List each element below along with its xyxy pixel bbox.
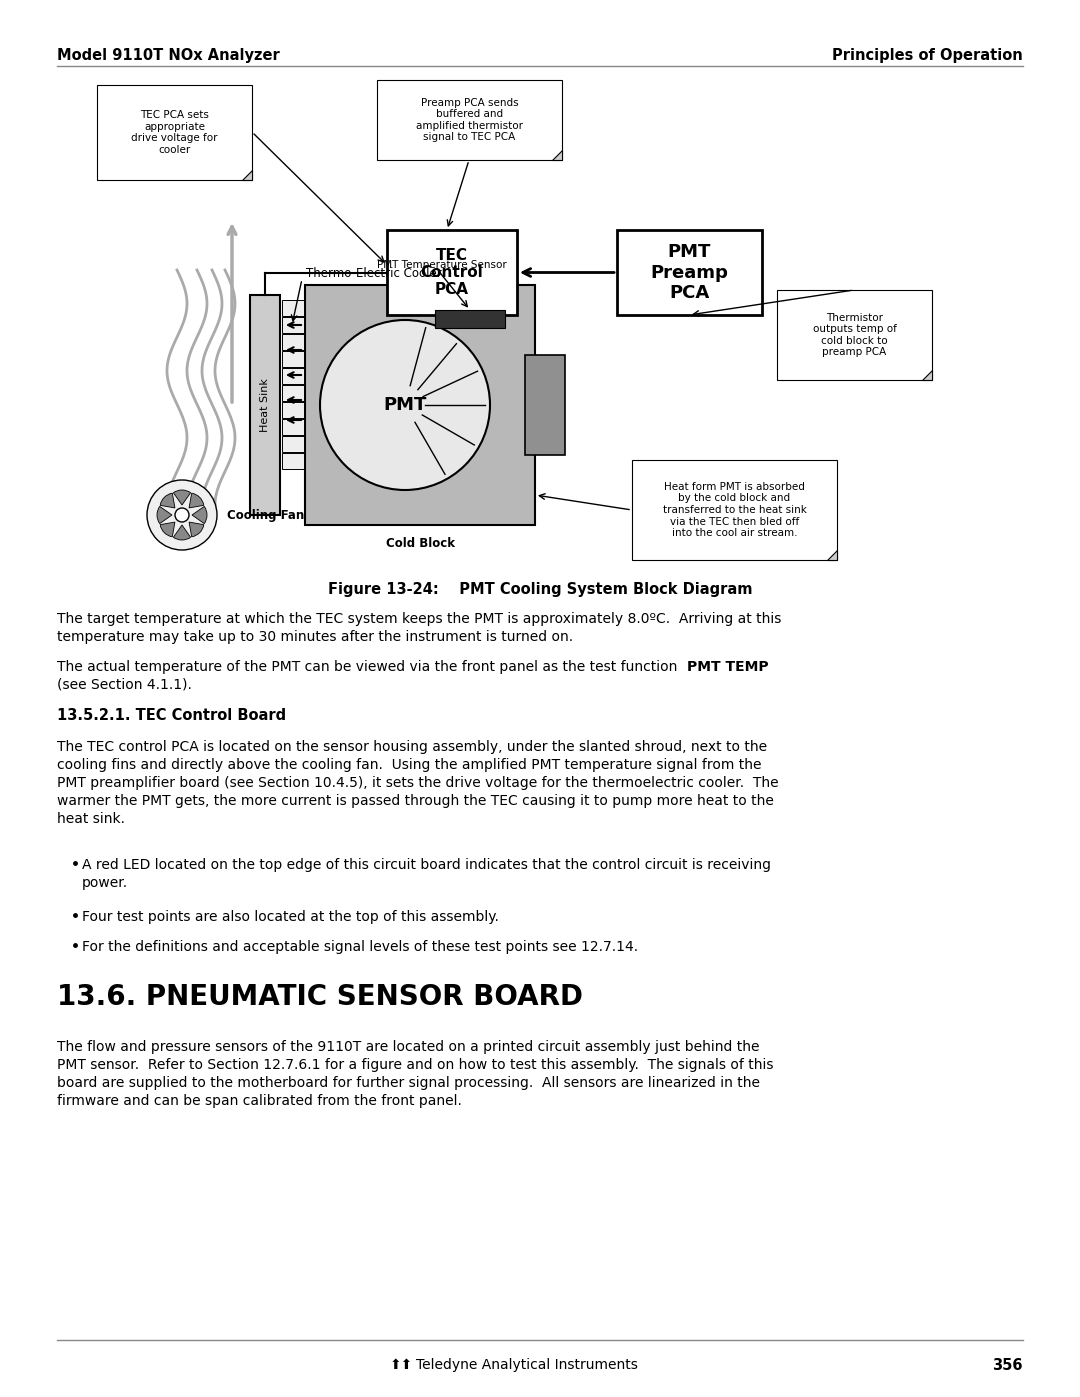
- Text: PMT
Preamp
PCA: PMT Preamp PCA: [650, 243, 728, 302]
- Text: Principles of Operation: Principles of Operation: [833, 47, 1023, 63]
- Bar: [282, 367, 303, 384]
- Text: The flow and pressure sensors of the 9110T are located on a printed circuit asse: The flow and pressure sensors of the 911…: [57, 1039, 759, 1053]
- Text: The actual temperature of the PMT can be viewed via the front panel as the test : The actual temperature of the PMT can be…: [57, 659, 681, 673]
- Text: TEC
Control
PCA: TEC Control PCA: [420, 247, 484, 298]
- Text: The TEC control PCA is located on the sensor housing assembly, under the slanted: The TEC control PCA is located on the se…: [57, 740, 767, 754]
- Bar: [305, 285, 535, 525]
- Text: Thermo-Electric Cooler: Thermo-Electric Cooler: [306, 267, 442, 279]
- Polygon shape: [242, 170, 252, 180]
- Text: Figure 13-24:    PMT Cooling System Block Diagram: Figure 13-24: PMT Cooling System Block D…: [327, 583, 753, 597]
- Polygon shape: [827, 550, 837, 560]
- Text: PMT sensor.  Refer to Section 12.7.6.1 for a figure and on how to test this asse: PMT sensor. Refer to Section 12.7.6.1 fo…: [57, 1058, 773, 1071]
- Bar: [617, 231, 762, 314]
- Bar: [435, 310, 505, 328]
- Bar: [249, 295, 280, 515]
- Text: 13.5.2.1. TEC Control Board: 13.5.2.1. TEC Control Board: [57, 708, 286, 724]
- Text: Preamp PCA sends
buffered and
amplified thermistor
signal to TEC PCA: Preamp PCA sends buffered and amplified …: [416, 98, 523, 142]
- Wedge shape: [174, 490, 190, 504]
- Text: 13.6. PNEUMATIC SENSOR BOARD: 13.6. PNEUMATIC SENSOR BOARD: [57, 983, 583, 1011]
- Text: Four test points are also located at the top of this assembly.: Four test points are also located at the…: [82, 909, 499, 923]
- Text: PMT TEMP: PMT TEMP: [687, 659, 769, 673]
- Text: power.: power.: [82, 876, 129, 890]
- Bar: [282, 351, 303, 367]
- Circle shape: [320, 320, 490, 490]
- Text: TEC PCA sets
appropriate
drive voltage for
cooler: TEC PCA sets appropriate drive voltage f…: [132, 110, 218, 155]
- Wedge shape: [192, 506, 207, 524]
- Circle shape: [175, 509, 189, 522]
- Bar: [282, 334, 303, 351]
- Wedge shape: [160, 493, 175, 509]
- Bar: [282, 419, 303, 434]
- Text: Heat form PMT is absorbed
by the cold block and
transferred to the heat sink
via: Heat form PMT is absorbed by the cold bl…: [662, 482, 807, 538]
- Text: Model 9110T NOx Analyzer: Model 9110T NOx Analyzer: [57, 47, 280, 63]
- Bar: [282, 386, 303, 401]
- Wedge shape: [160, 522, 175, 536]
- Text: The target temperature at which the TEC system keeps the PMT is approximately 8.: The target temperature at which the TEC …: [57, 612, 781, 626]
- Text: Cooling Fan: Cooling Fan: [227, 509, 305, 521]
- Text: PMT Temperature Sensor: PMT Temperature Sensor: [377, 260, 507, 270]
- Text: Cold Block: Cold Block: [386, 536, 455, 550]
- Bar: [632, 460, 837, 560]
- Text: cooling fins and directly above the cooling fan.  Using the amplified PMT temper: cooling fins and directly above the cool…: [57, 759, 761, 773]
- Text: temperature may take up to 30 minutes after the instrument is turned on.: temperature may take up to 30 minutes af…: [57, 630, 573, 644]
- Wedge shape: [189, 493, 204, 509]
- Bar: [282, 402, 303, 418]
- Text: (see Section 4.1.1).: (see Section 4.1.1).: [57, 678, 192, 692]
- Text: Heat Sink: Heat Sink: [260, 379, 270, 432]
- Wedge shape: [189, 522, 204, 536]
- Bar: [377, 80, 562, 161]
- Bar: [97, 85, 252, 180]
- Text: board are supplied to the motherboard for further signal processing.  All sensor: board are supplied to the motherboard fo…: [57, 1076, 760, 1090]
- Bar: [525, 355, 565, 455]
- Text: firmware and can be span calibrated from the front panel.: firmware and can be span calibrated from…: [57, 1094, 462, 1108]
- Text: A red LED located on the top edge of this circuit board indicates that the contr: A red LED located on the top edge of thi…: [82, 858, 771, 872]
- Text: 356: 356: [993, 1358, 1023, 1373]
- Bar: [282, 317, 303, 332]
- Wedge shape: [157, 506, 172, 524]
- Circle shape: [147, 481, 217, 550]
- Bar: [387, 231, 517, 314]
- Text: PMT: PMT: [383, 395, 427, 414]
- Text: Teledyne Analytical Instruments: Teledyne Analytical Instruments: [416, 1358, 638, 1372]
- Text: heat sink.: heat sink.: [57, 812, 125, 826]
- Wedge shape: [174, 525, 190, 541]
- Bar: [777, 291, 932, 380]
- Bar: [282, 436, 303, 453]
- Polygon shape: [922, 370, 932, 380]
- Bar: [282, 453, 303, 469]
- Polygon shape: [552, 149, 562, 161]
- Text: PMT preamplifier board (see Section 10.4.5), it sets the drive voltage for the t: PMT preamplifier board (see Section 10.4…: [57, 775, 779, 789]
- Text: For the definitions and acceptable signal levels of these test points see 12.7.1: For the definitions and acceptable signa…: [82, 940, 638, 954]
- Text: Thermistor
outputs temp of
cold block to
preamp PCA: Thermistor outputs temp of cold block to…: [812, 313, 896, 358]
- Text: warmer the PMT gets, the more current is passed through the TEC causing it to pu: warmer the PMT gets, the more current is…: [57, 793, 774, 807]
- Bar: [282, 300, 303, 316]
- Text: ⬆⬆: ⬆⬆: [390, 1358, 414, 1372]
